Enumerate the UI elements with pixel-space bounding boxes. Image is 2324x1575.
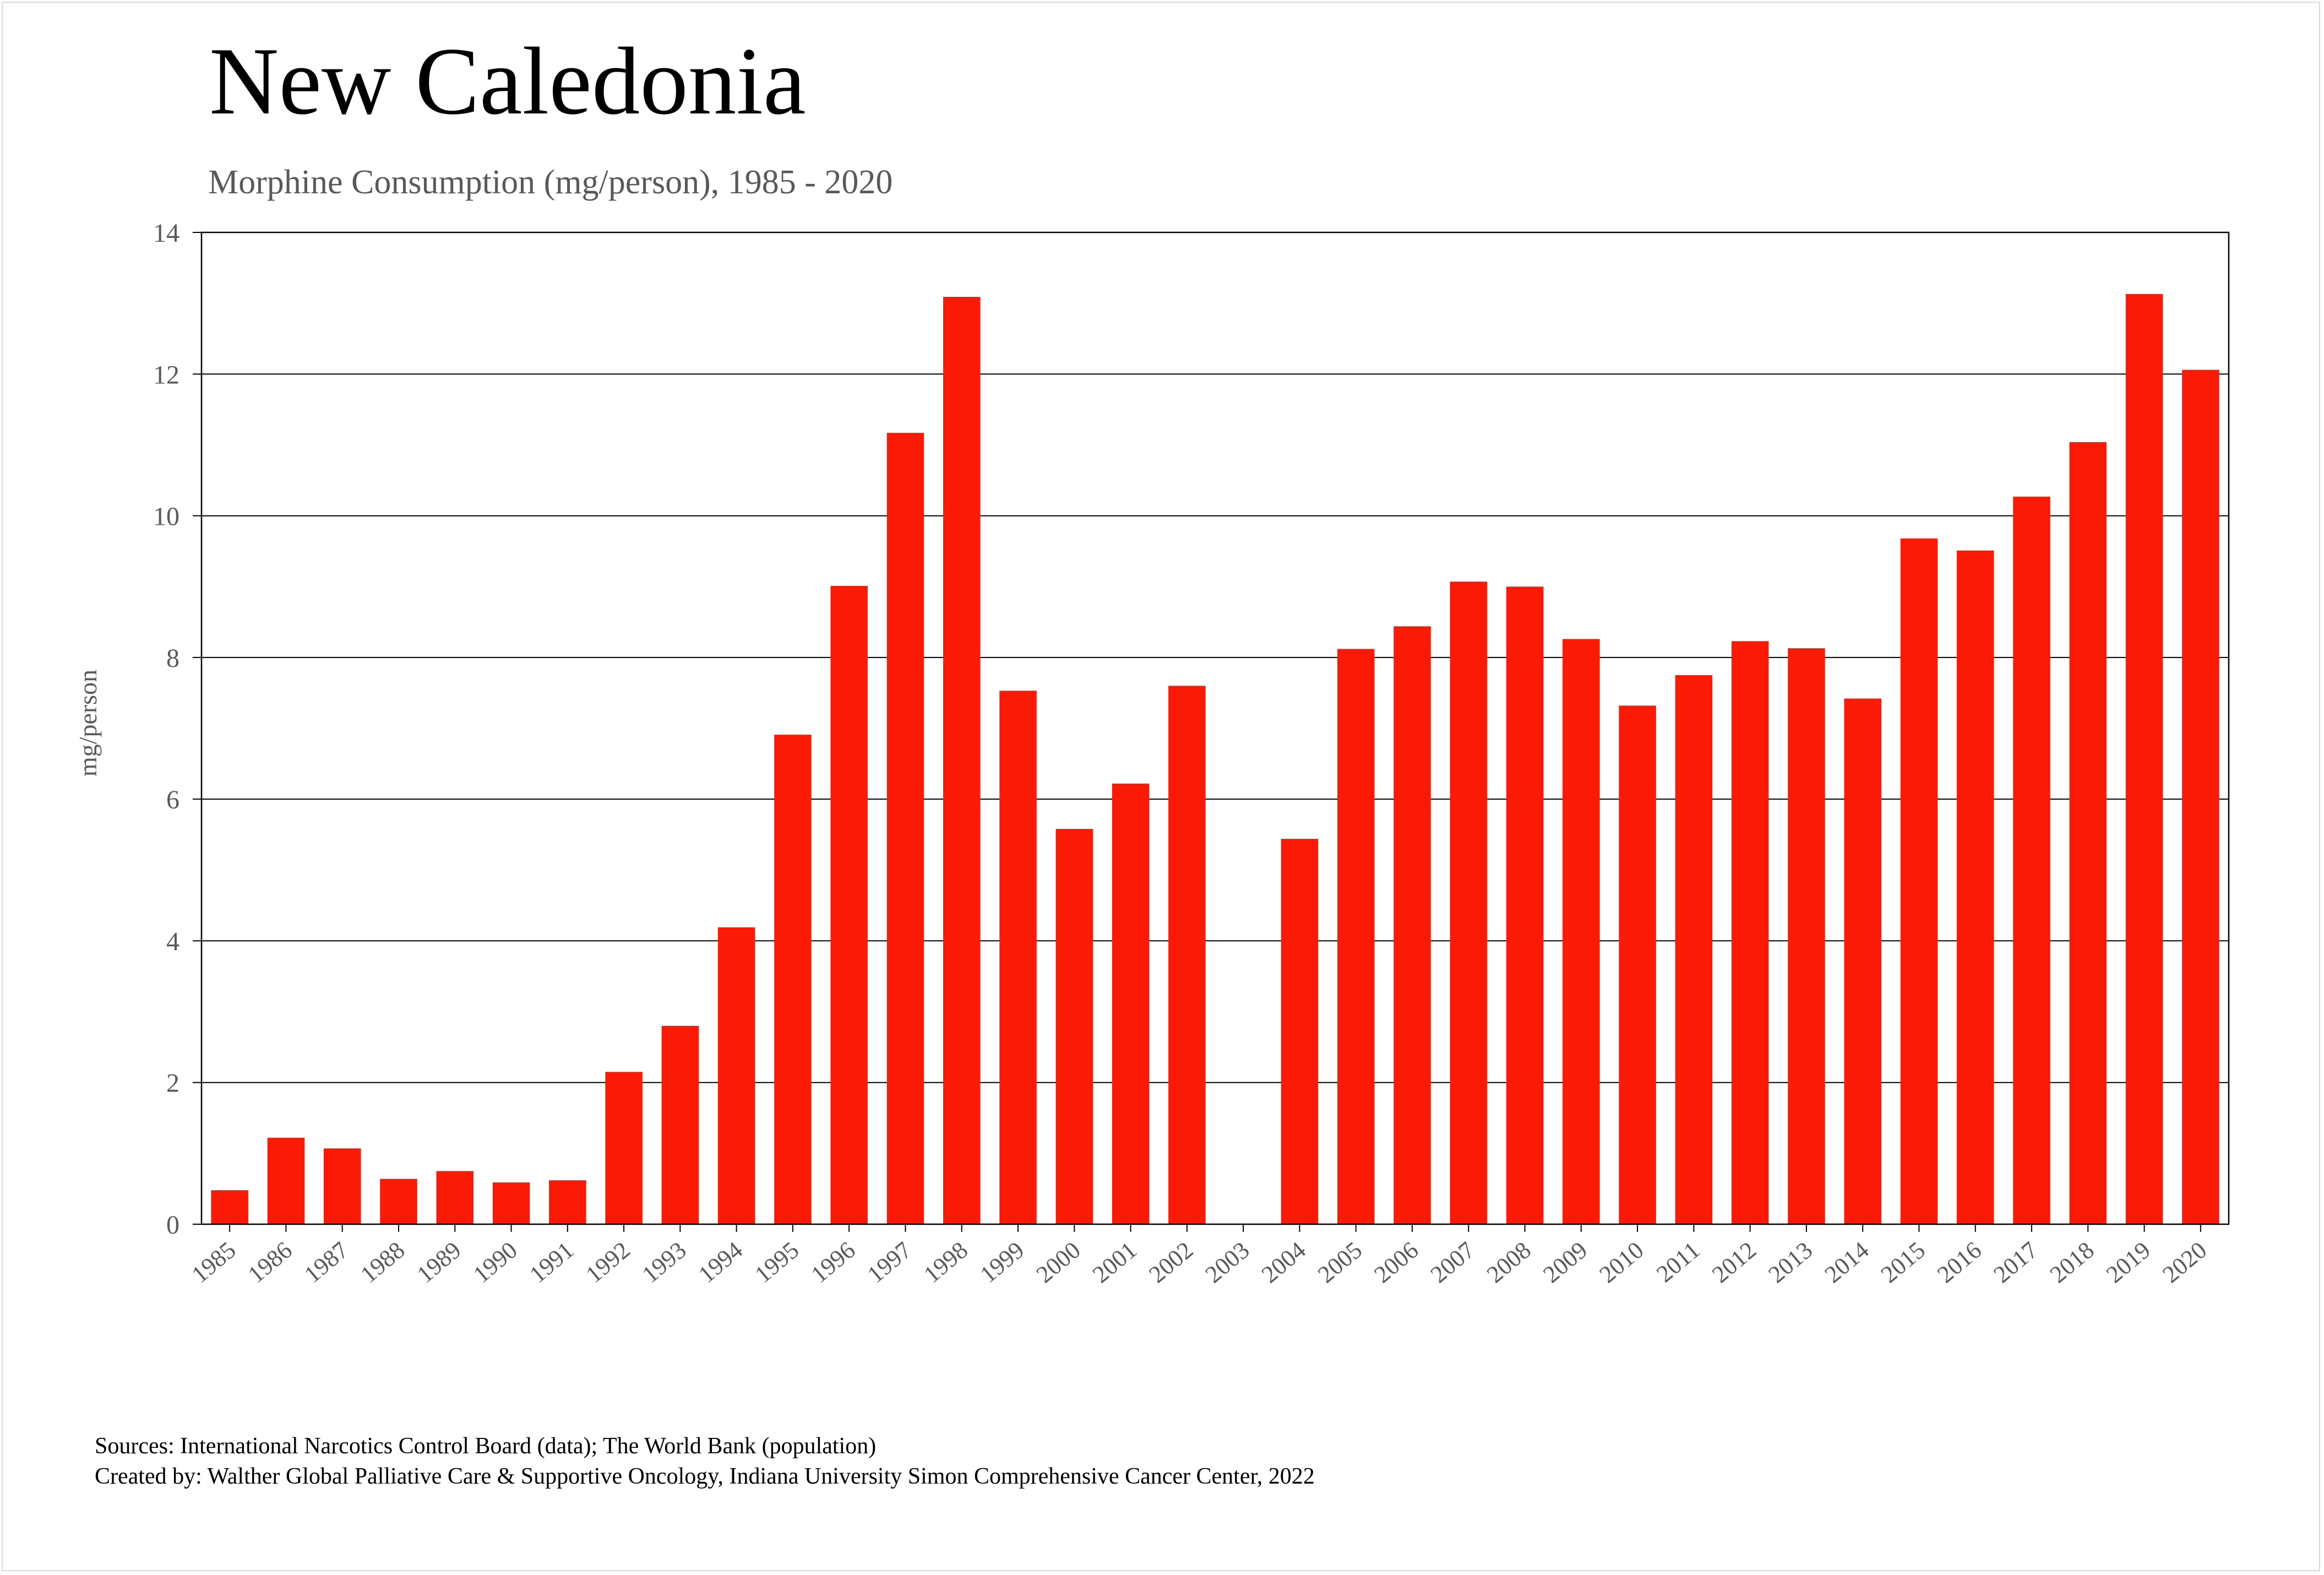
- x-tick-label: 2014: [1820, 1236, 1874, 1288]
- x-tick-label: 2002: [1144, 1236, 1198, 1288]
- bar-2015: [1900, 538, 1938, 1225]
- x-tick-label: 2013: [1763, 1236, 1817, 1288]
- x-tick-label: 1987: [299, 1236, 353, 1288]
- bar-1994: [717, 927, 755, 1224]
- bar-1991: [549, 1180, 586, 1224]
- x-tick-label: 1990: [468, 1236, 523, 1288]
- bar-1996: [830, 585, 868, 1224]
- x-tick-label: 2009: [1538, 1236, 1592, 1288]
- x-tick-label: 1989: [412, 1236, 466, 1288]
- y-tick-label: 6: [166, 785, 179, 814]
- x-tick-label: 2012: [1707, 1236, 1761, 1288]
- bar-2004: [1281, 839, 1319, 1224]
- x-tick-label: 2000: [1031, 1236, 1086, 1288]
- bar-2020: [2182, 370, 2219, 1224]
- bar-2005: [1337, 649, 1375, 1224]
- x-tick-label: 1999: [975, 1236, 1030, 1288]
- y-tick-label: 14: [153, 219, 179, 248]
- x-tick-label: 2019: [2101, 1236, 2156, 1288]
- y-tick-label: 10: [153, 502, 179, 531]
- bar-1998: [943, 297, 981, 1225]
- bar-1989: [436, 1171, 474, 1224]
- x-tick-label: 2020: [2157, 1236, 2212, 1288]
- bar-2000: [1055, 829, 1093, 1224]
- x-tick-label: 2005: [1313, 1236, 1367, 1288]
- bars: [211, 294, 2219, 1225]
- x-tick-label: 1993: [637, 1236, 692, 1288]
- x-tick-label: 2007: [1425, 1236, 1480, 1288]
- x-tick-label: 2017: [1989, 1236, 2043, 1288]
- x-tick-label: 1985: [187, 1236, 241, 1288]
- bar-2009: [1563, 639, 1600, 1224]
- chart-title: New Caledonia: [209, 28, 806, 134]
- bar-2013: [1788, 648, 1825, 1224]
- bar-1988: [380, 1178, 417, 1224]
- x-tick-label: 1994: [693, 1236, 748, 1288]
- bar-2019: [2125, 294, 2163, 1224]
- bar-1990: [492, 1182, 530, 1224]
- bar-2008: [1506, 586, 1544, 1224]
- bar-1986: [267, 1138, 305, 1224]
- x-tick-label: 1992: [581, 1236, 635, 1288]
- bar-2006: [1394, 626, 1431, 1224]
- x-tick-label: 1998: [918, 1236, 973, 1288]
- bar-2012: [1731, 641, 1769, 1224]
- y-tick-label: 4: [166, 927, 179, 956]
- x-tick-label: 2001: [1087, 1236, 1142, 1288]
- x-tick-label: 2008: [1482, 1236, 1536, 1288]
- x-tick-label: 1986: [243, 1236, 297, 1288]
- plot-border: [200, 231, 2230, 1225]
- x-tick-label: 2010: [1594, 1236, 1649, 1288]
- bar-2002: [1168, 686, 1206, 1224]
- bar-1987: [323, 1148, 361, 1224]
- x-tick-label: 1997: [862, 1236, 917, 1288]
- x-tick-label: 1996: [806, 1236, 861, 1288]
- y-axis-label: mg/person: [74, 670, 102, 776]
- x-tick-label: 1995: [749, 1236, 804, 1288]
- bar-1993: [661, 1025, 699, 1224]
- bar-1992: [605, 1072, 643, 1224]
- x-tick-label: 1988: [355, 1236, 410, 1288]
- x-tick-label: 2011: [1651, 1236, 1705, 1288]
- x-tick-label: 2016: [1932, 1236, 1986, 1288]
- bar-2017: [2013, 496, 2050, 1224]
- bar-1985: [211, 1190, 248, 1224]
- x-tick-label: 2003: [1200, 1236, 1255, 1288]
- sources-note: Sources: International Narcotics Control…: [95, 1433, 877, 1459]
- created-by-note: Created by: Walther Global Palliative Ca…: [95, 1464, 1315, 1489]
- x-tick-label: 2006: [1369, 1236, 1423, 1288]
- y-tick-label: 2: [166, 1069, 179, 1098]
- y-tick-label: 0: [166, 1210, 179, 1240]
- bar-2018: [2069, 442, 2107, 1224]
- bar-2014: [1844, 698, 1881, 1224]
- bar-2001: [1112, 783, 1150, 1224]
- x-tick-label: 1991: [524, 1236, 579, 1288]
- bar-2007: [1450, 582, 1488, 1224]
- bar-1997: [886, 433, 924, 1224]
- bar-2016: [1956, 550, 1994, 1224]
- bar-1995: [774, 735, 812, 1224]
- chart-subtitle: Morphine Consumption (mg/person), 1985 -…: [208, 164, 893, 201]
- x-tick-label: 2004: [1256, 1236, 1311, 1288]
- y-tick-label: 12: [153, 360, 179, 389]
- x-tick-label: 2018: [2045, 1236, 2099, 1288]
- x-tick-label: 2015: [1876, 1236, 1930, 1288]
- bar-2011: [1675, 675, 1713, 1224]
- bar-1999: [999, 691, 1037, 1224]
- bar-2010: [1619, 705, 1656, 1224]
- y-tick-label: 8: [166, 644, 179, 673]
